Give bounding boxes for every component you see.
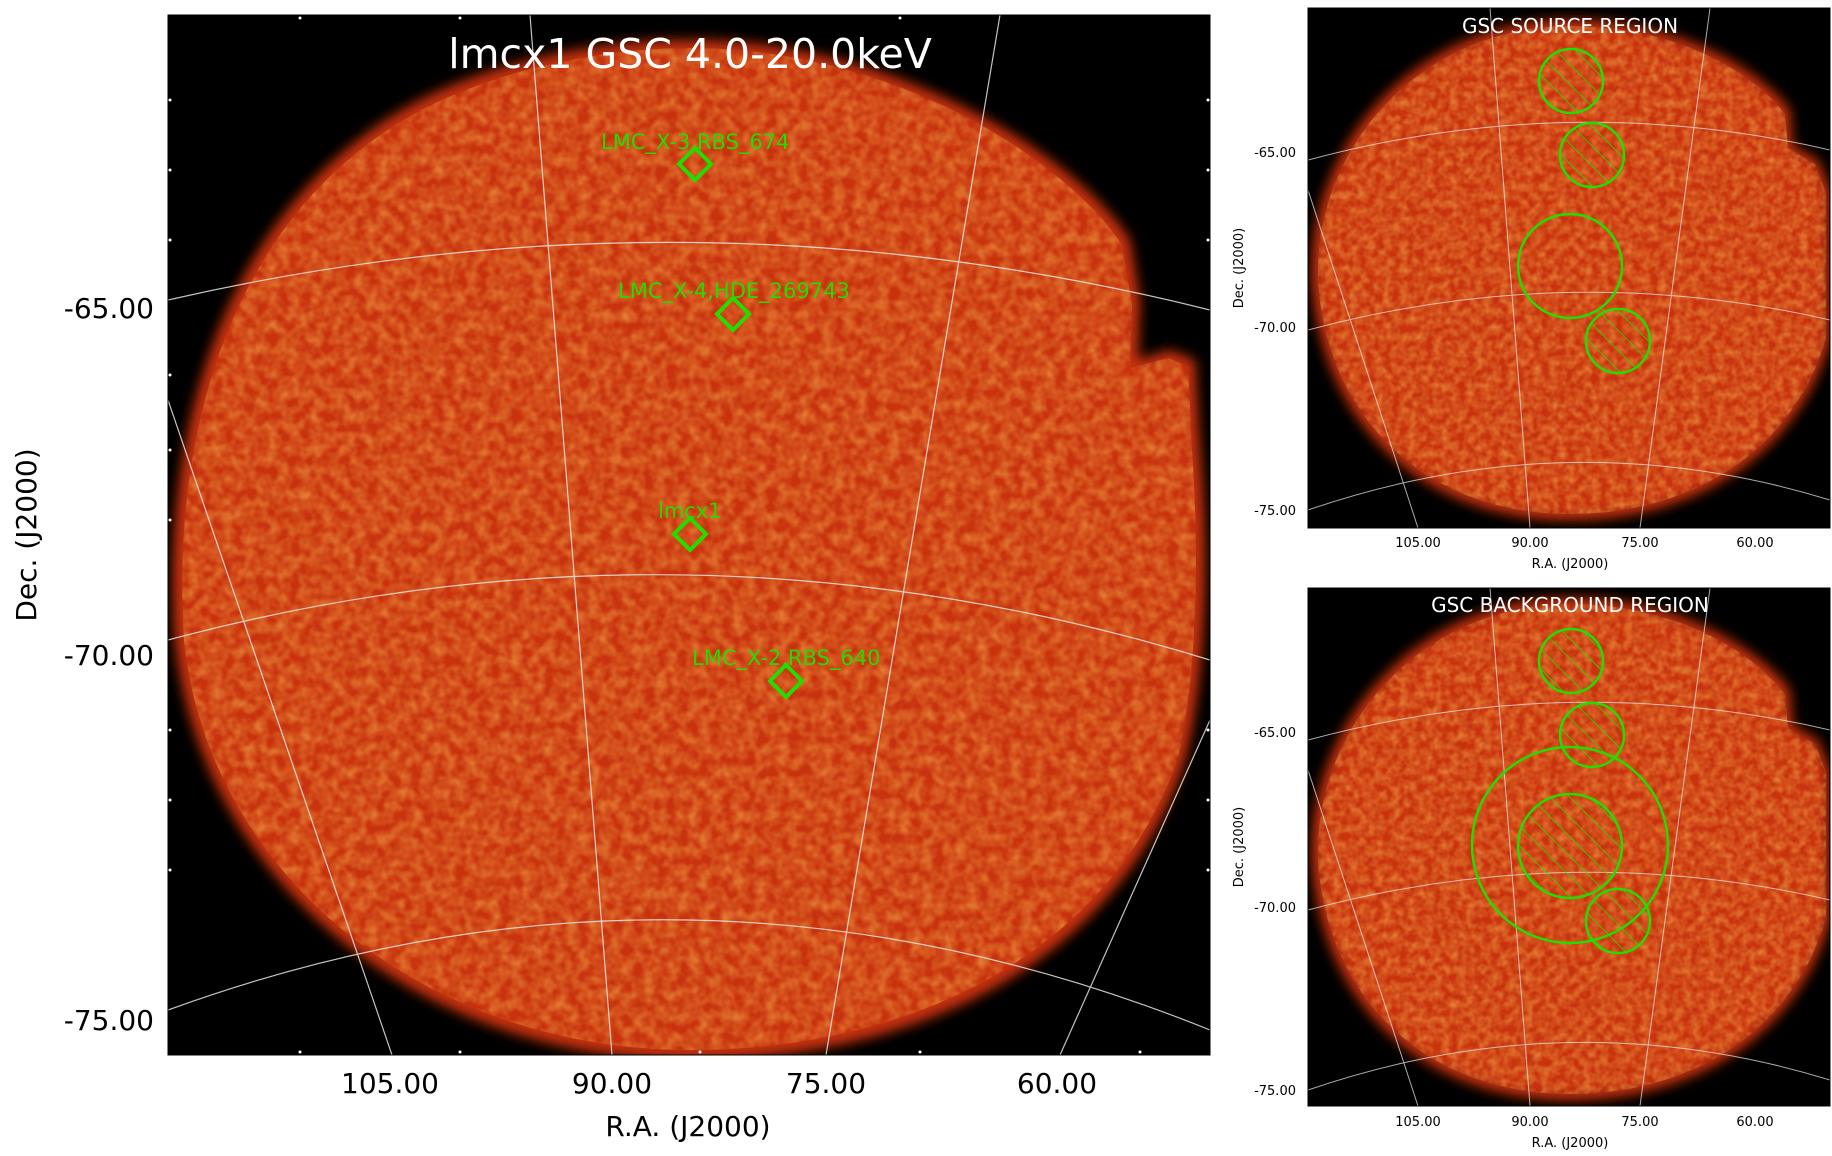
excluded-region-circle[interactable]	[1537, 627, 1605, 695]
x-tick-label: 90.00	[572, 1067, 652, 1100]
background-y-axis-label: Dec. (J2000)	[1232, 807, 1247, 887]
main-title: lmcx1 GSC 4.0-20.0keV	[448, 30, 932, 78]
source-y-tick-labels: -65.00 -70.00 -75.00	[1254, 146, 1296, 519]
main-x-tick-labels: 105.00 90.00 75.00 60.00	[341, 1067, 1097, 1100]
main-x-axis-label: R.A. (J2000)	[605, 1110, 770, 1143]
background-y-tick-labels: -65.00 -70.00 -75.00	[1254, 726, 1296, 1099]
source-region-circle[interactable]	[1537, 47, 1605, 115]
source-region-circle[interactable]	[1516, 212, 1624, 320]
source-marker[interactable]	[767, 662, 805, 700]
background-frame	[1307, 587, 1831, 1107]
source-label: LMC_X-4,HDE_269743	[618, 279, 850, 304]
source-label: LMC_X-3,RBS_674	[601, 130, 789, 155]
main-coordinate-grid	[168, 15, 1210, 1055]
y-tick-label: -70.00	[64, 639, 154, 672]
y-tick-label: -65.00	[1254, 726, 1296, 741]
x-tick-label: 60.00	[1736, 1115, 1773, 1130]
source-region-circle[interactable]	[1584, 307, 1652, 375]
source-label: LMC_X-2,RBS_640	[692, 646, 880, 671]
excluded-region-circle[interactable]	[1558, 701, 1626, 769]
x-tick-label: 105.00	[1395, 536, 1441, 551]
source-title: GSC SOURCE REGION	[1462, 14, 1678, 38]
x-tick-label: 60.00	[1736, 536, 1773, 551]
y-tick-label: -70.00	[1254, 901, 1296, 916]
y-tick-label: -75.00	[64, 1004, 154, 1037]
source-marker[interactable]	[671, 515, 709, 553]
background-title: GSC BACKGROUND REGION	[1431, 593, 1709, 617]
source-marker[interactable]	[676, 145, 714, 183]
main-image-area: LMC_X-3,RBS_674 LMC_X-4,HDE_269743 lmcx1…	[10, 14, 1211, 1143]
x-tick-label: 75.00	[786, 1067, 866, 1100]
main-frame	[167, 14, 1211, 1056]
y-tick-label: -65.00	[64, 292, 154, 325]
y-tick-label: -65.00	[1254, 146, 1296, 161]
source-x-tick-labels: 105.00 90.00 75.00 60.00	[1395, 536, 1773, 551]
y-tick-label: -75.00	[1254, 1084, 1296, 1099]
source-coordinate-grid	[1308, 8, 1830, 528]
source-region-circle[interactable]	[1558, 121, 1626, 189]
main-y-axis-label: Dec. (J2000)	[10, 448, 43, 621]
x-tick-label: 60.00	[1017, 1067, 1097, 1100]
main-frame-ticks	[168, 16, 1210, 1054]
x-tick-label: 90.00	[1511, 1115, 1548, 1130]
x-tick-label: 75.00	[1621, 1115, 1658, 1130]
background-x-tick-labels: 105.00 90.00 75.00 60.00	[1395, 1115, 1773, 1130]
excluded-region-circle[interactable]	[1584, 887, 1652, 955]
source-label: lmcx1	[658, 499, 722, 523]
x-tick-label: 105.00	[1395, 1115, 1441, 1130]
source-marker[interactable]	[714, 295, 752, 333]
source-sky-texture	[1317, 26, 1826, 514]
x-tick-label: 75.00	[1621, 536, 1658, 551]
source-y-axis-label: Dec. (J2000)	[1232, 228, 1247, 308]
source-x-axis-label: R.A. (J2000)	[1532, 557, 1609, 572]
x-tick-label: 90.00	[1511, 536, 1548, 551]
source-frame	[1307, 7, 1831, 529]
y-tick-label: -75.00	[1254, 504, 1296, 519]
background-x-axis-label: R.A. (J2000)	[1532, 1136, 1609, 1151]
main-y-tick-labels: -65.00 -70.00 -75.00	[64, 292, 154, 1037]
y-tick-label: -70.00	[1254, 321, 1296, 336]
main-source-markers	[671, 145, 805, 700]
x-tick-label: 105.00	[341, 1067, 439, 1100]
excluded-region-circle[interactable]	[1516, 792, 1624, 900]
